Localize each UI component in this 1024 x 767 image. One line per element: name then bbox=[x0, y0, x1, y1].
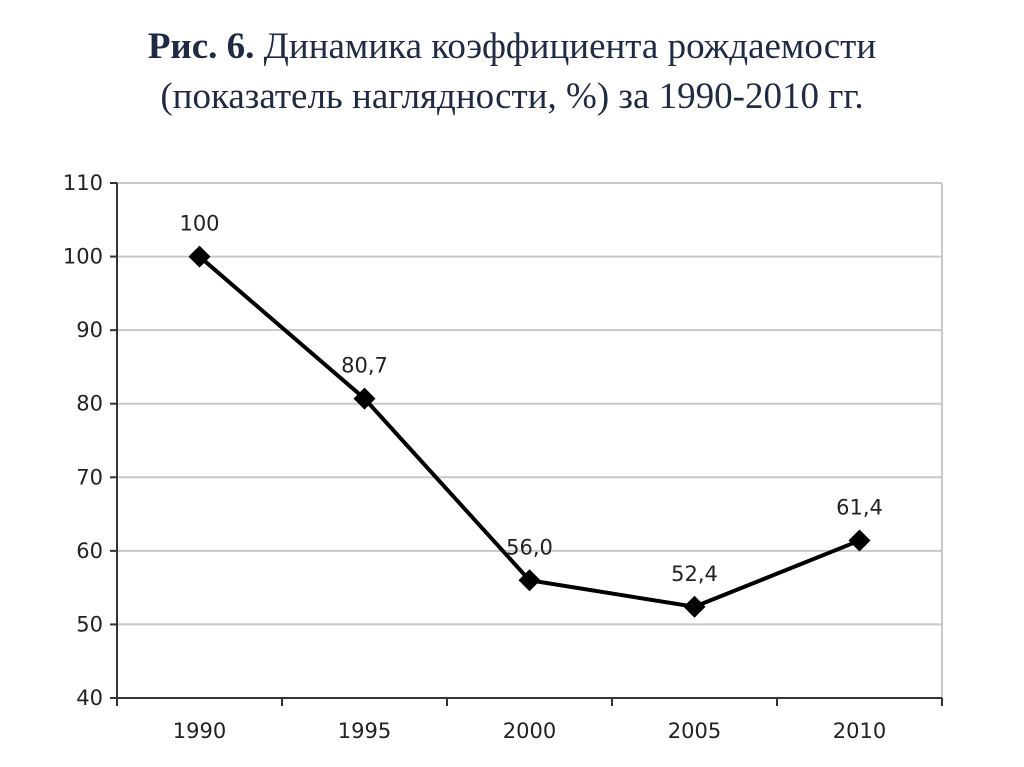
data-label: 56,0 bbox=[506, 535, 553, 559]
data-point-marker bbox=[848, 529, 871, 552]
figure-label: Рис. 6. bbox=[147, 26, 255, 67]
axes bbox=[110, 182, 943, 706]
x-tick-label: 1995 bbox=[338, 719, 391, 743]
y-tick-label: 70 bbox=[76, 465, 103, 489]
y-tick-label: 50 bbox=[76, 612, 103, 636]
y-tick-label: 100 bbox=[63, 245, 103, 269]
y-tick-label: 60 bbox=[76, 539, 103, 563]
y-tick-label: 90 bbox=[76, 318, 103, 342]
title-line-1: Рис. 6. Динамика коэффициента рождаемост… bbox=[0, 22, 1024, 72]
data-labels: 100 80,7 56,0 52,4 61,4 bbox=[179, 212, 882, 586]
x-tick-label: 2005 bbox=[668, 719, 721, 743]
data-point-marker bbox=[353, 387, 376, 410]
y-tick-label: 80 bbox=[76, 392, 103, 416]
x-tick-label: 1990 bbox=[173, 719, 226, 743]
x-tick-label: 2010 bbox=[833, 719, 886, 743]
data-label: 80,7 bbox=[341, 354, 388, 378]
title-line-2: (показатель наглядности, %) за 1990-2010… bbox=[160, 76, 864, 117]
x-tick-label: 2000 bbox=[503, 719, 556, 743]
data-label: 100 bbox=[179, 212, 219, 236]
data-point-marker bbox=[683, 595, 706, 618]
data-point-marker bbox=[518, 569, 541, 592]
y-tick-label: 40 bbox=[76, 686, 103, 710]
y-tick-label: 110 bbox=[63, 171, 103, 195]
data-point-marker bbox=[188, 245, 211, 268]
data-label: 61,4 bbox=[836, 496, 883, 520]
title-text-1: Динамика коэффициента рождаемости bbox=[263, 26, 877, 67]
y-tick-labels: 40 50 60 70 80 90 100 110 bbox=[63, 171, 103, 710]
x-tick-labels: 1990 1995 2000 2005 2010 bbox=[173, 719, 886, 743]
chart-title: Рис. 6. Динамика коэффициента рождаемост… bbox=[0, 22, 1024, 122]
data-series bbox=[188, 245, 871, 618]
data-label: 52,4 bbox=[671, 562, 718, 586]
grid-lines bbox=[117, 182, 942, 626]
